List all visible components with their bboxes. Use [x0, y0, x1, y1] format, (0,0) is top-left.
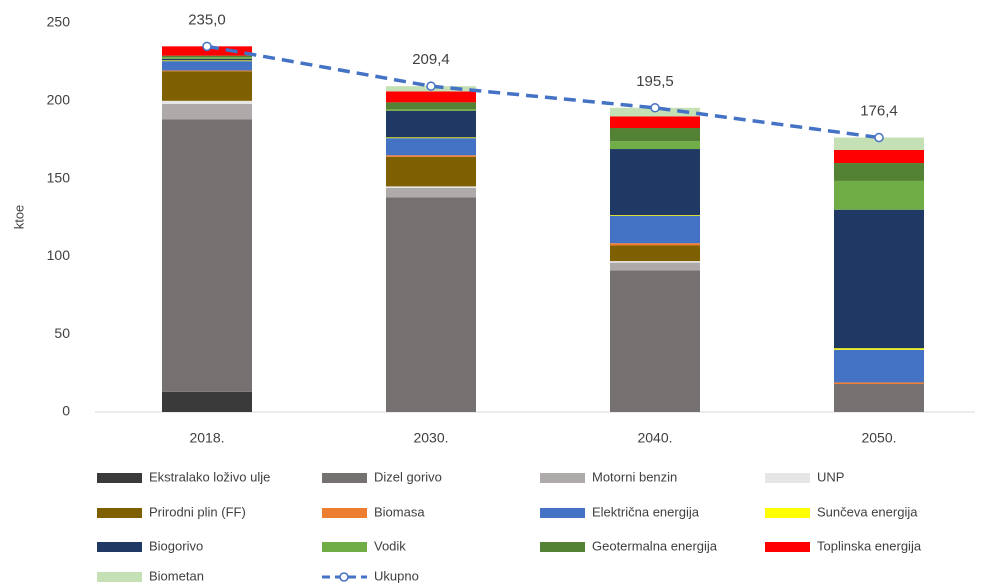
bar-segment	[162, 55, 252, 58]
legend-label: Ekstralako loživo ulje	[149, 469, 270, 484]
bar-segment	[162, 119, 252, 392]
data-label: 209,4	[412, 51, 450, 68]
legend-label: Geotermalna energija	[592, 538, 718, 553]
legend-swatch	[97, 473, 142, 483]
bar-segment	[386, 186, 476, 188]
bar-segment	[610, 215, 700, 244]
legend-label: Prirodni plin (FF)	[149, 504, 246, 519]
legend-label: Vodik	[374, 538, 406, 553]
bar-segment	[610, 149, 700, 216]
bar-segment	[386, 137, 476, 139]
bar-segment	[610, 116, 700, 129]
bar-segment	[386, 102, 476, 110]
total-line	[206, 44, 880, 140]
bar-segment	[162, 71, 252, 101]
data-label: 176,4	[860, 102, 898, 119]
legend-label: Električna energija	[592, 504, 700, 519]
bar-segment	[610, 245, 700, 262]
bar-segment	[610, 141, 700, 150]
bar-segment	[386, 187, 476, 198]
bar-segment	[162, 70, 252, 72]
bar-segment	[610, 270, 700, 412]
y-tick-label: 150	[47, 169, 71, 185]
legend-label: Dizel gorivo	[374, 469, 442, 484]
legend-label: Sunčeva energija	[817, 504, 918, 519]
total-marker	[202, 41, 212, 52]
bar-segment	[386, 109, 476, 111]
y-tick-label: 0	[62, 403, 70, 419]
legend-swatch	[322, 473, 367, 483]
bar-segment	[162, 58, 252, 61]
bar-segment	[610, 262, 700, 271]
bar-segment	[162, 103, 252, 120]
legend-swatch	[540, 542, 585, 552]
y-tick-label: 50	[54, 325, 70, 341]
data-label: 235,0	[188, 11, 226, 28]
legend-swatch	[97, 542, 142, 552]
bar-segment	[834, 382, 924, 384]
x-tick-label: 2050.	[861, 430, 896, 446]
legend-label: Biometan	[149, 568, 204, 583]
legend-swatch	[765, 473, 810, 483]
total-marker	[874, 132, 884, 143]
legend-swatch	[540, 473, 585, 483]
legend-marker	[339, 572, 349, 582]
legend-swatch	[322, 508, 367, 518]
y-tick-label: 250	[47, 14, 71, 30]
y-axis-label: ktoe	[11, 205, 26, 230]
bar-segment	[386, 156, 476, 187]
bar-segment	[386, 110, 476, 138]
legend-swatch	[765, 508, 810, 518]
x-tick-label: 2030.	[413, 430, 448, 446]
legend-label: Motorni benzin	[592, 469, 677, 484]
bar-segment	[162, 57, 252, 59]
y-tick-label: 100	[47, 247, 71, 263]
bar-segment	[386, 155, 476, 157]
total-marker	[426, 81, 436, 91]
bar-segment	[834, 349, 924, 383]
legend-swatch	[97, 508, 142, 518]
bar-segment	[610, 128, 700, 142]
total-marker	[650, 103, 660, 113]
legend-label: Ukupno	[374, 568, 419, 583]
bar-segment	[162, 60, 252, 62]
x-tick-label: 2018.	[189, 430, 224, 446]
legend-swatch	[322, 542, 367, 552]
bar-segment	[834, 163, 924, 181]
bar-segment	[834, 137, 924, 150]
data-label: 195,5	[636, 73, 674, 90]
x-tick-label: 2040.	[637, 430, 672, 446]
bar-segment	[162, 100, 252, 104]
bar-segment	[834, 180, 924, 210]
legend-swatch	[97, 572, 142, 582]
y-tick-label: 200	[47, 92, 71, 108]
bar-segment	[386, 138, 476, 156]
legend-label: Biomasa	[374, 504, 425, 519]
bar-segment	[834, 149, 924, 164]
legend-label: Toplinska energija	[817, 538, 922, 553]
bar-segment	[162, 391, 252, 412]
bar-segment	[386, 91, 476, 103]
bar-segment	[610, 215, 700, 216]
bar-segment	[162, 61, 252, 71]
bar-segment	[610, 243, 700, 246]
bar-segment	[834, 383, 924, 412]
legend-swatch	[765, 542, 810, 552]
bar-segment	[834, 348, 924, 350]
bar-segment	[386, 197, 476, 412]
bar-segment	[610, 261, 700, 263]
legend-label: UNP	[817, 469, 844, 484]
bar-segment	[834, 209, 924, 349]
legend-label: Biogorivo	[149, 538, 203, 553]
legend-swatch	[540, 508, 585, 518]
